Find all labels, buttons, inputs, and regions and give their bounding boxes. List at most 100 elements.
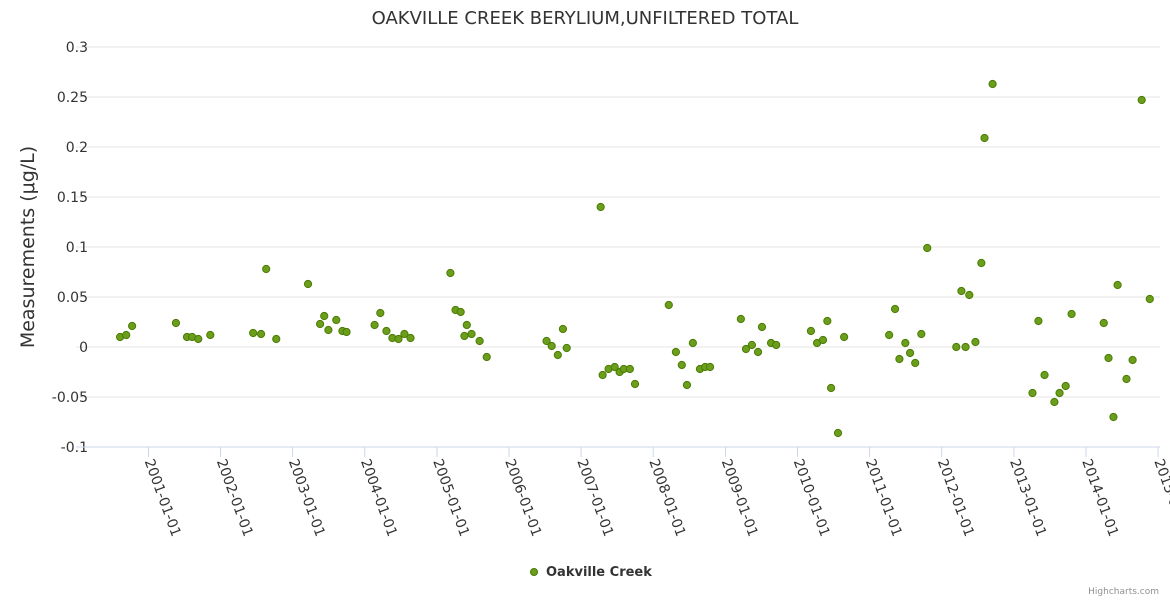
data-point[interactable] xyxy=(315,319,325,329)
data-point[interactable] xyxy=(446,268,455,278)
data-point[interactable] xyxy=(303,279,313,289)
data-point[interactable] xyxy=(988,79,997,89)
data-point[interactable] xyxy=(1137,95,1146,105)
data-point[interactable] xyxy=(901,338,910,348)
data-point[interactable] xyxy=(542,336,551,346)
data-point[interactable] xyxy=(677,360,686,370)
data-point[interactable] xyxy=(818,335,828,345)
x-tick-label: 2002-01-01 xyxy=(213,457,256,539)
data-point[interactable] xyxy=(320,311,329,321)
data-point[interactable] xyxy=(840,332,849,342)
data-point[interactable] xyxy=(1055,388,1064,398)
data-point[interactable] xyxy=(826,383,836,393)
data-point[interactable] xyxy=(1099,318,1108,328)
data-point[interactable] xyxy=(610,362,619,372)
data-point[interactable] xyxy=(917,329,926,339)
data-point[interactable] xyxy=(806,326,816,336)
data-point[interactable] xyxy=(965,290,974,300)
data-point[interactable] xyxy=(598,370,607,380)
data-point[interactable] xyxy=(1122,374,1131,384)
data-point[interactable] xyxy=(562,343,571,353)
data-point[interactable] xyxy=(194,334,203,344)
data-point[interactable] xyxy=(682,380,692,390)
data-point[interactable] xyxy=(736,314,745,324)
data-point[interactable] xyxy=(885,330,894,340)
x-tick-label: 2010-01-01 xyxy=(790,457,833,539)
y-tick-label: 0.05 xyxy=(57,290,88,306)
data-point[interactable] xyxy=(1034,316,1043,326)
data-point[interactable] xyxy=(671,347,680,357)
y-tick-label: 0.15 xyxy=(57,190,88,206)
legend[interactable]: Oakville Creek xyxy=(530,565,653,580)
x-tick-label: 2001-01-01 xyxy=(141,457,184,539)
data-point[interactable] xyxy=(741,344,751,354)
data-point[interactable] xyxy=(753,347,763,357)
data-point[interactable] xyxy=(1061,381,1070,391)
data-point[interactable] xyxy=(460,331,469,341)
data-point[interactable] xyxy=(911,358,920,368)
data-point[interactable] xyxy=(923,243,932,253)
data-point[interactable] xyxy=(980,133,989,143)
data-point[interactable] xyxy=(772,340,781,350)
data-point[interactable] xyxy=(757,322,767,332)
data-point[interactable] xyxy=(342,327,351,337)
credits-link[interactable]: Highcharts.com xyxy=(1088,587,1159,597)
data-point[interactable] xyxy=(272,334,281,344)
data-point[interactable] xyxy=(482,352,491,362)
data-point[interactable] xyxy=(475,336,484,346)
data-point[interactable] xyxy=(833,428,843,438)
legend-marker-oakville-creek[interactable] xyxy=(530,568,538,576)
y-tick-label: 0.2 xyxy=(66,140,88,156)
data-point[interactable] xyxy=(961,342,970,352)
data-point[interactable] xyxy=(1113,280,1122,290)
data-point[interactable] xyxy=(406,333,415,343)
data-point[interactable] xyxy=(394,334,403,344)
data-point[interactable] xyxy=(1067,309,1076,319)
data-point[interactable] xyxy=(370,320,379,330)
data-point[interactable] xyxy=(467,329,476,339)
data-point[interactable] xyxy=(977,258,986,268)
legend-item-oakville-creek[interactable]: Oakville Creek xyxy=(546,565,652,580)
data-point[interactable] xyxy=(256,329,266,339)
data-point[interactable] xyxy=(1109,412,1118,422)
data-point[interactable] xyxy=(747,340,757,350)
data-point[interactable] xyxy=(890,304,900,314)
data-point[interactable] xyxy=(895,354,904,364)
y-tick-label: 0.25 xyxy=(57,90,88,106)
data-point[interactable] xyxy=(625,364,634,374)
data-point[interactable] xyxy=(823,316,832,326)
data-point[interactable] xyxy=(957,286,966,296)
data-point[interactable] xyxy=(1050,397,1059,407)
data-point[interactable] xyxy=(332,315,341,325)
data-point[interactable] xyxy=(122,330,131,340)
data-point[interactable] xyxy=(171,318,181,328)
data-point[interactable] xyxy=(971,337,980,347)
data-point[interactable] xyxy=(688,338,697,348)
data-point[interactable] xyxy=(324,325,333,335)
data-point[interactable] xyxy=(596,202,605,212)
data-point[interactable] xyxy=(630,379,640,389)
data-point[interactable] xyxy=(400,329,409,339)
data-point[interactable] xyxy=(547,341,556,351)
data-point[interactable] xyxy=(462,320,471,330)
data-point[interactable] xyxy=(1040,370,1049,380)
data-point[interactable] xyxy=(664,300,673,310)
data-point[interactable] xyxy=(382,326,391,336)
data-point[interactable] xyxy=(456,307,465,317)
data-point[interactable] xyxy=(262,264,271,274)
data-point[interactable] xyxy=(952,342,961,352)
data-point[interactable] xyxy=(1128,355,1137,365)
data-point[interactable] xyxy=(1145,294,1154,304)
y-tick-label: -0.1 xyxy=(61,440,88,456)
data-point[interactable] xyxy=(128,321,137,331)
data-point[interactable] xyxy=(905,348,915,358)
data-point[interactable] xyxy=(558,324,568,334)
data-point[interactable] xyxy=(206,330,215,340)
data-point[interactable] xyxy=(249,328,258,338)
x-tick-label: 2005-01-01 xyxy=(429,457,472,539)
data-point[interactable] xyxy=(1028,388,1037,398)
data-point[interactable] xyxy=(553,350,562,360)
data-point[interactable] xyxy=(376,308,385,318)
data-point[interactable] xyxy=(1104,353,1113,363)
data-point[interactable] xyxy=(705,362,715,372)
